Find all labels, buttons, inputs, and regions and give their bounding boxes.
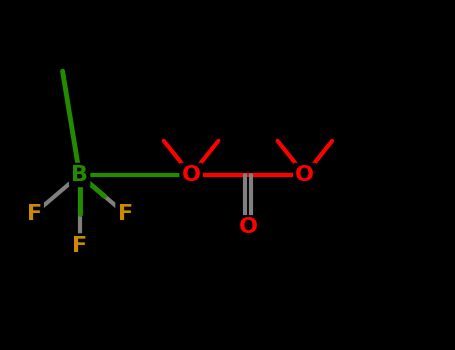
Text: O: O	[182, 165, 201, 185]
Text: F: F	[117, 204, 133, 224]
Text: B: B	[71, 165, 88, 185]
Text: O: O	[238, 217, 258, 237]
Text: F: F	[26, 204, 42, 224]
Text: O: O	[295, 165, 314, 185]
Text: F: F	[72, 236, 87, 256]
